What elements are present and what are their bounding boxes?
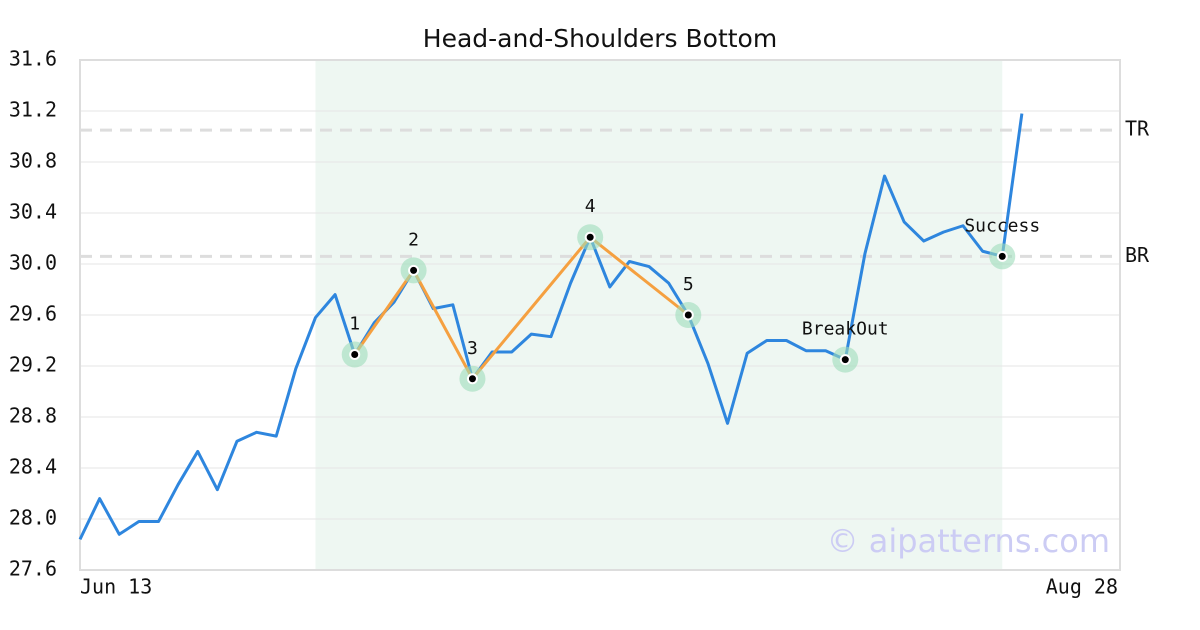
pattern-label: 1 xyxy=(349,314,360,335)
pattern-point xyxy=(682,309,694,321)
x-tick-label: Jun 13 xyxy=(80,575,152,599)
annotation-label: Success xyxy=(964,215,1040,236)
y-tick-label: 29.2 xyxy=(9,353,57,377)
y-tick-label: 28.0 xyxy=(9,506,57,530)
y-tick-label: 27.6 xyxy=(9,557,57,581)
y-tick-label: 30.4 xyxy=(9,200,57,224)
price-line xyxy=(78,113,1024,541)
y-tick-label: 31.6 xyxy=(9,47,57,71)
annotation-point xyxy=(839,354,851,366)
pattern-point xyxy=(408,264,420,276)
pattern-point xyxy=(466,373,478,385)
y-tick-label: 28.4 xyxy=(9,455,57,479)
reference-label: TR xyxy=(1125,117,1150,141)
annotation-label: BreakOut xyxy=(802,319,889,340)
pattern-label: 5 xyxy=(683,274,694,295)
pattern-point xyxy=(584,231,596,243)
pattern-label: 4 xyxy=(585,196,596,217)
reference-label: BR xyxy=(1125,243,1150,267)
pattern-label: 3 xyxy=(467,338,478,359)
pattern-label: 2 xyxy=(408,229,419,250)
annotation-point xyxy=(996,250,1008,262)
y-tick-label: 28.8 xyxy=(9,404,57,428)
y-tick-label: 29.6 xyxy=(9,302,57,326)
plot-frame xyxy=(79,59,1121,571)
chart-title: Head-and-Shoulders Bottom xyxy=(423,24,777,53)
pattern-point xyxy=(349,349,361,361)
watermark: © aipatterns.com xyxy=(827,522,1110,560)
y-tick-label: 31.2 xyxy=(9,98,57,122)
y-tick-label: 30.0 xyxy=(9,251,57,275)
y-tick-label: 30.8 xyxy=(9,149,57,173)
x-tick-label: Aug 28 xyxy=(1046,575,1118,599)
